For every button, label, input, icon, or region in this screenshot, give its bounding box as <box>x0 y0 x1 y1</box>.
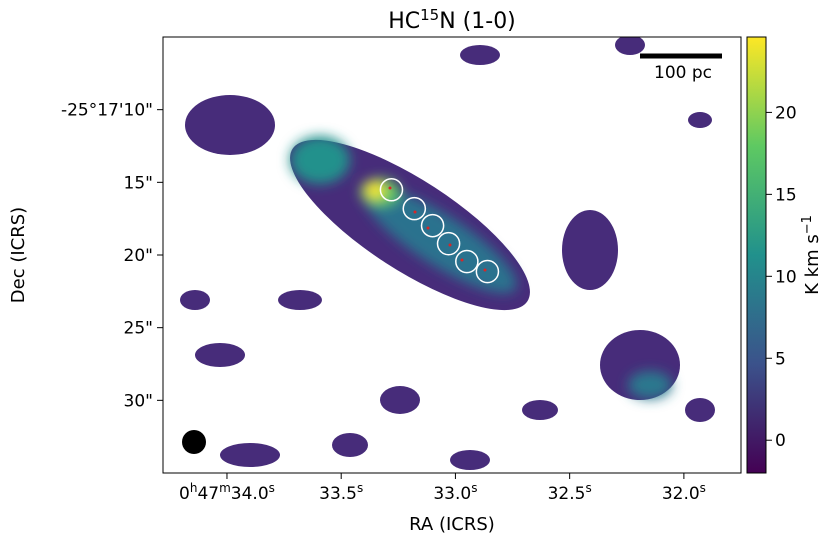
colorbar-label-part: K km s <box>802 234 823 295</box>
aperture <box>455 249 479 274</box>
x-tick-label: 33.5s <box>319 481 363 504</box>
colorbar-tick-label: 10 <box>775 267 797 287</box>
colorbar-tick-label: 0 <box>775 431 786 451</box>
colorbar <box>746 36 767 474</box>
title-part: HC <box>388 9 420 34</box>
colorbar-label: K km s−1 <box>800 215 823 295</box>
y-tick-label: 20" <box>124 246 153 266</box>
colorbar-tick-label: 15 <box>775 185 797 205</box>
aperture <box>379 177 404 202</box>
scale-bar-label: 100 pc <box>654 63 712 83</box>
x-tick-label: 0h47m34.0s <box>179 481 275 504</box>
x-tick-label: 33.0s <box>433 481 477 504</box>
y-tick-label: 25" <box>124 319 153 339</box>
colorbar-tick-label: 5 <box>775 349 786 369</box>
aperture <box>420 213 445 238</box>
aperture <box>475 259 500 284</box>
title-part: 15 <box>420 6 439 24</box>
aperture <box>436 231 461 256</box>
y-tick-label: 15" <box>124 173 153 193</box>
emission-map <box>180 37 715 470</box>
aperture <box>402 196 427 221</box>
y-tick-label: -25°17'10" <box>61 101 153 121</box>
x-axis-label: RA (ICRS) <box>409 514 495 535</box>
title-part: N (1-0) <box>439 9 516 34</box>
y-axis-label: Dec (ICRS) <box>8 207 29 303</box>
y-tick-label: 30" <box>124 391 153 411</box>
colorbar-label-part: −1 <box>800 215 815 234</box>
x-tick-label: 32.5s <box>548 481 592 504</box>
colorbar-tick-label: 20 <box>775 103 797 123</box>
x-tick-label: 32.0s <box>662 481 706 504</box>
chart-title: HC15N (1-0) <box>388 6 516 34</box>
beam <box>182 430 206 454</box>
